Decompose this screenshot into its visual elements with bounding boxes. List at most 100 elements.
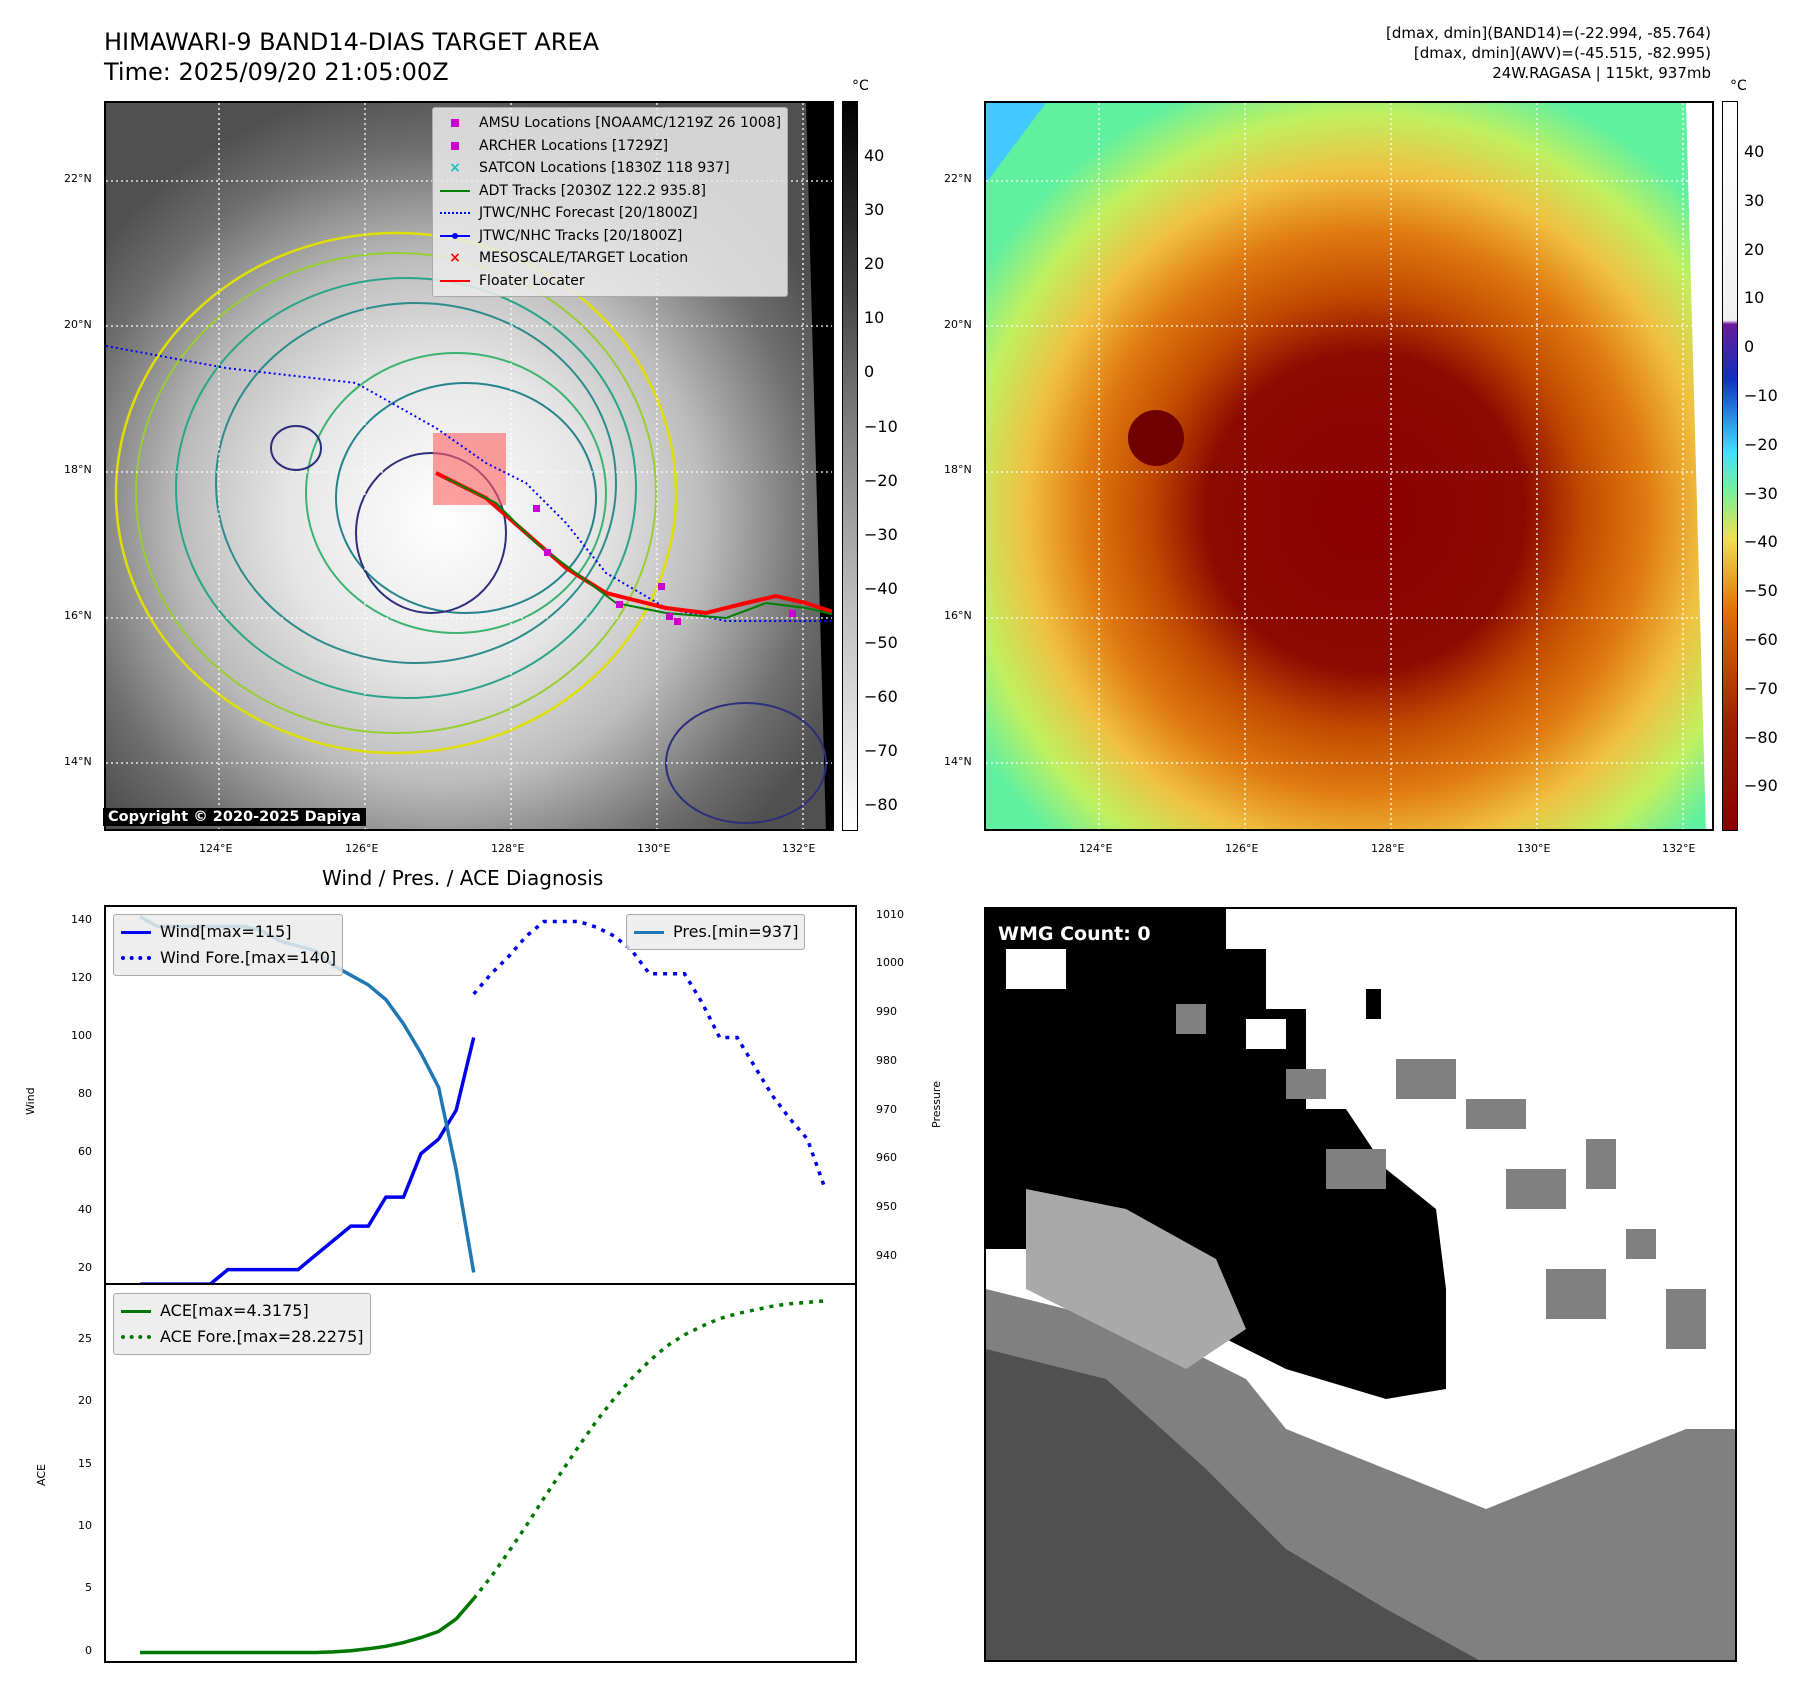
axis-tick-label: 990 bbox=[876, 1005, 897, 1019]
enhanced-map-svg bbox=[986, 103, 1712, 829]
lat-label: 20°N bbox=[944, 318, 972, 331]
square-icon bbox=[439, 116, 471, 130]
ace-axis-label: ACE bbox=[35, 1464, 48, 1486]
colorbar-tick-label: 10 bbox=[1744, 288, 1765, 308]
series-line-1 bbox=[472, 1299, 826, 1600]
lat-label: 20°N bbox=[64, 318, 92, 331]
info-line-2: [dmax, dmin](AWV)=(-45.515, -82.995) bbox=[1413, 44, 1711, 62]
legend-item: ARCHER Locations [1729Z] bbox=[439, 135, 781, 158]
legend-item: ADT Tracks [2030Z 122.2 935.8] bbox=[439, 180, 781, 203]
colorbar-tick-label: −10 bbox=[864, 416, 898, 436]
lat-label: 22°N bbox=[64, 172, 92, 185]
axis-tick-label: 1000 bbox=[876, 956, 904, 970]
line-dot-icon bbox=[439, 229, 471, 243]
lat-label: 14°N bbox=[944, 755, 972, 768]
ace-panel bbox=[104, 1283, 857, 1663]
colorbar-tick-label: −60 bbox=[864, 687, 898, 706]
colorbar-tick-label: 30 bbox=[864, 200, 885, 220]
axis-tick-label: 15 bbox=[78, 1456, 92, 1470]
copyright-label: Copyright © 2020-2025 Dapiya bbox=[103, 808, 366, 826]
dotted-line-icon bbox=[439, 206, 471, 220]
axis-tick-label: 950 bbox=[876, 1200, 897, 1214]
lon-label: 130°E bbox=[1517, 842, 1551, 855]
axis-tick-label: 970 bbox=[876, 1102, 897, 1116]
legend-item: Floater Locater bbox=[439, 270, 781, 293]
colorbar-tick-label: 0 bbox=[864, 362, 875, 382]
lat-label: 14°N bbox=[64, 755, 92, 768]
colorbar-tick-label: −30 bbox=[1744, 483, 1778, 503]
axis-tick-label: 25 bbox=[78, 1332, 92, 1346]
axis-tick-label: 940 bbox=[876, 1248, 897, 1262]
lon-label: 126°E bbox=[345, 842, 379, 855]
colorbar-tick-label: −50 bbox=[1744, 581, 1778, 601]
map-legend: AMSU Locations [NOAAMC/1219Z 26 1008] AR… bbox=[432, 107, 789, 297]
lon-label: 128°E bbox=[1371, 842, 1405, 855]
ace-chart bbox=[139, 1299, 826, 1655]
line-icon bbox=[633, 925, 665, 939]
lon-label: 128°E bbox=[491, 842, 525, 855]
colorbar-tick-label: −20 bbox=[1744, 434, 1778, 454]
ace-legend: ACE[max=4.3175] ACE Fore.[max=28.2275] bbox=[113, 1293, 371, 1355]
colorbar-ir bbox=[842, 101, 858, 831]
wmg-count-label: WMG Count: 0 bbox=[992, 920, 1157, 948]
colorbar-tick-label: −20 bbox=[864, 470, 898, 490]
line-icon bbox=[120, 1304, 152, 1318]
colorbar-tick-label: 40 bbox=[864, 146, 885, 165]
enhanced-map-panel bbox=[984, 101, 1714, 831]
colorbar-tick-label: −40 bbox=[1744, 532, 1778, 552]
legend-item: × MESOSCALE/TARGET Location bbox=[439, 247, 781, 270]
legend-item: Wind Fore.[max=140] bbox=[120, 945, 336, 971]
colorbar-tick-label: 20 bbox=[1744, 239, 1765, 259]
lat-label: 22°N bbox=[944, 172, 972, 185]
legend-item: × SATCON Locations [1830Z 118 937] bbox=[439, 157, 781, 180]
axis-tick-label: 10 bbox=[78, 1518, 92, 1532]
series-line-0 bbox=[140, 1037, 476, 1283]
x-icon: × bbox=[449, 160, 461, 176]
legend-item: ACE[max=4.3175] bbox=[120, 1298, 364, 1324]
line-icon bbox=[439, 184, 471, 198]
axis-tick-label: 20 bbox=[78, 1260, 92, 1274]
legend-item: JTWC/NHC Tracks [20/1800Z] bbox=[439, 225, 781, 248]
pressure-legend: Pres.[min=937] bbox=[626, 914, 806, 950]
square-icon bbox=[439, 139, 471, 153]
colorbar-tick-label: 10 bbox=[864, 308, 885, 328]
colorbar-tick-label: −40 bbox=[864, 578, 898, 598]
series-line-1 bbox=[472, 919, 827, 1189]
axis-tick-label: 20 bbox=[78, 1394, 92, 1408]
colorbar-tick-label: −50 bbox=[864, 632, 898, 652]
legend-item: ACE Fore.[max=28.2275] bbox=[120, 1324, 364, 1350]
axis-tick-label: 1010 bbox=[876, 907, 904, 921]
colorbar-tick-label: −70 bbox=[864, 741, 898, 761]
target-box bbox=[433, 433, 506, 505]
lon-label: 126°E bbox=[1225, 842, 1259, 855]
colorbar-unit: °C bbox=[1730, 78, 1747, 94]
colorbar-tick-label: −10 bbox=[1744, 386, 1778, 405]
legend-item: JTWC/NHC Forecast [20/1800Z] bbox=[439, 202, 781, 225]
colorbar-tick-label: −80 bbox=[1744, 727, 1778, 747]
colorbar-unit: °C bbox=[852, 78, 869, 94]
axis-tick-label: 40 bbox=[78, 1202, 92, 1216]
colorbar-tick-label: −90 bbox=[1744, 776, 1778, 796]
colorbar-tick-label: 0 bbox=[1744, 337, 1755, 357]
lat-label: 16°N bbox=[64, 609, 92, 622]
axis-tick-label: 140 bbox=[71, 912, 92, 926]
axis-tick-label: 980 bbox=[876, 1053, 897, 1067]
colorbar-tick-label: 30 bbox=[1744, 190, 1765, 210]
line-icon bbox=[120, 925, 152, 939]
lon-label: 130°E bbox=[637, 842, 671, 855]
colorbar-tick-label: −80 bbox=[864, 795, 898, 815]
axis-tick-label: 960 bbox=[876, 1151, 897, 1165]
diag-title: Wind / Pres. / ACE Diagnosis bbox=[322, 866, 604, 890]
axis-tick-label: 5 bbox=[85, 1581, 92, 1595]
line-icon bbox=[439, 274, 471, 288]
axis-tick-label: 80 bbox=[78, 1086, 92, 1100]
lat-label: 16°N bbox=[944, 609, 972, 622]
wmg-grid bbox=[986, 909, 1735, 1660]
wind-legend: Wind[max=115] Wind Fore.[max=140] bbox=[113, 914, 344, 976]
series-line-0 bbox=[140, 1597, 476, 1655]
colorbar-tick-label: −70 bbox=[1744, 678, 1778, 698]
lon-label: 124°E bbox=[199, 842, 233, 855]
colorbar-tick-label: −60 bbox=[1744, 630, 1778, 649]
lon-label: 132°E bbox=[1662, 842, 1696, 855]
lat-label: 18°N bbox=[64, 463, 92, 476]
